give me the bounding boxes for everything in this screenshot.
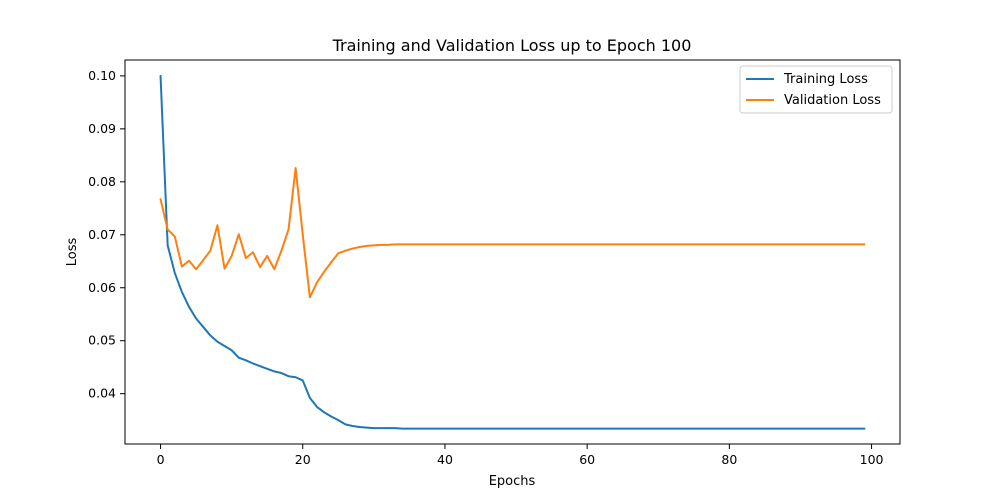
legend-label-validation-loss: Validation Loss [784, 93, 881, 108]
series-line-training-loss [159, 74, 866, 430]
y-tick-label-0.09: 0.09 [88, 121, 116, 136]
legend-box [739, 65, 893, 114]
x-tick-label-40: 40 [437, 452, 453, 467]
y-axis-ticks: 0.04 0.05 0.06 0.07 0.08 0.09 0.10 [88, 68, 125, 401]
y-tick-label-0.05: 0.05 [88, 333, 116, 348]
legend-label-training-loss: Training Loss [783, 72, 868, 87]
x-tick-label-20: 20 [295, 452, 311, 467]
x-tick-label-0: 0 [157, 452, 165, 467]
x-tick-label-60: 60 [579, 452, 595, 467]
x-axis-ticks: 0 20 40 60 80 100 [157, 444, 884, 467]
x-tick-label-80: 80 [721, 452, 737, 467]
legend: Training Loss Validation Loss [739, 65, 893, 114]
y-tick-label-0.08: 0.08 [88, 174, 116, 189]
series-group [159, 74, 866, 430]
y-axis-label: Loss [65, 238, 80, 267]
series-line-validation-loss [159, 167, 866, 299]
chart-title: Training and Validation Loss up to Epoch… [332, 36, 692, 55]
x-axis-label: Epochs [489, 474, 536, 489]
plot-frame [124, 59, 901, 445]
y-tick-label-0.04: 0.04 [88, 386, 116, 401]
y-tick-label-0.07: 0.07 [88, 227, 116, 242]
y-tick-label-0.10: 0.10 [88, 68, 116, 83]
x-tick-label-100: 100 [860, 452, 884, 467]
y-tick-label-0.06: 0.06 [88, 280, 116, 295]
plot-area: 0 20 40 60 80 100 0.04 0.05 0.06 0.07 0.08 0.09 0.1… [88, 59, 901, 467]
